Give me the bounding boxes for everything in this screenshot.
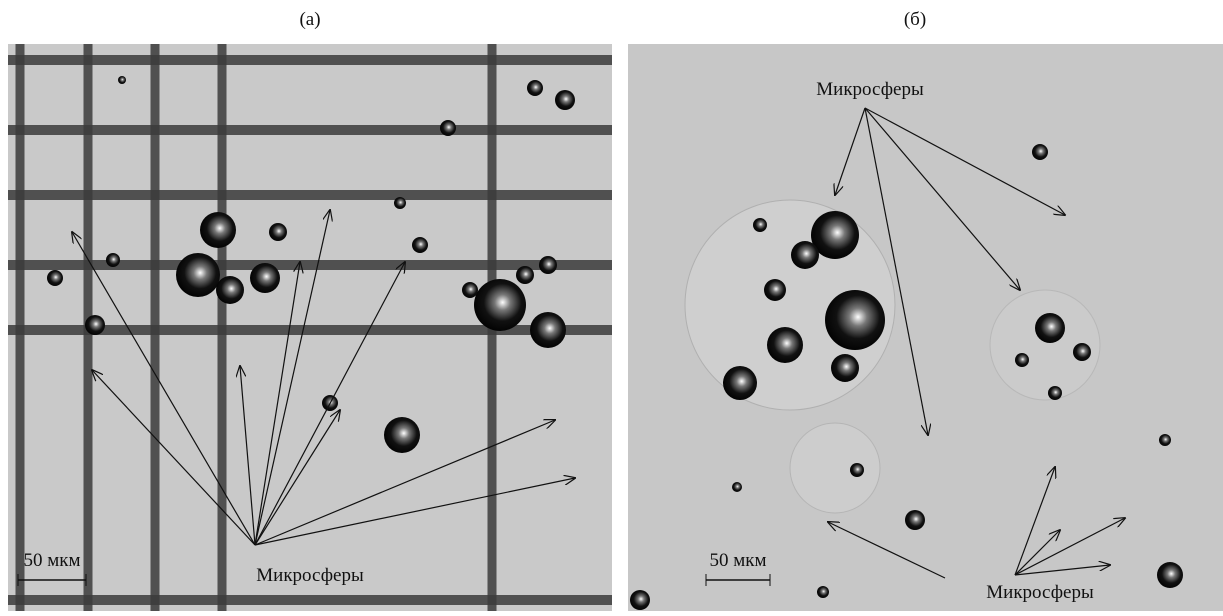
microsphere	[555, 90, 575, 110]
microsphere	[530, 312, 566, 348]
microsphere	[412, 237, 428, 253]
microsphere	[269, 223, 287, 241]
scale-bar-label: 50 мкм	[709, 550, 766, 571]
microsphere	[384, 417, 420, 453]
microsphere	[1032, 144, 1048, 160]
panel-label: (б)	[904, 9, 926, 30]
annotation: Микросферы	[986, 582, 1094, 603]
microsphere	[47, 270, 63, 286]
microsphere	[250, 263, 280, 293]
microsphere	[1159, 434, 1171, 446]
microsphere	[850, 463, 864, 477]
microsphere	[539, 256, 557, 274]
microsphere	[732, 482, 742, 492]
microsphere	[216, 276, 244, 304]
microsphere	[767, 327, 803, 363]
microsphere	[85, 315, 105, 335]
microsphere	[764, 279, 786, 301]
microsphere	[1035, 313, 1065, 343]
microsphere	[440, 120, 456, 136]
microsphere	[1048, 386, 1062, 400]
microsphere	[1073, 343, 1091, 361]
microsphere	[200, 212, 236, 248]
microsphere	[106, 253, 120, 267]
microsphere	[474, 279, 526, 331]
microsphere	[905, 510, 925, 530]
panel-label: (а)	[299, 9, 320, 30]
annotation: Микросферы	[816, 79, 924, 100]
page: (а) 50 мкм Микросферы (б)	[0, 0, 1223, 611]
panel-a: (а) 50 мкм Микросферы	[8, 9, 612, 611]
microsphere	[831, 354, 859, 382]
microsphere	[630, 590, 650, 610]
scale-bar-label: 50 мкм	[23, 550, 80, 571]
microsphere	[176, 253, 220, 297]
microsphere	[118, 76, 126, 84]
microsphere	[753, 218, 767, 232]
microsphere	[516, 266, 534, 284]
microsphere	[817, 586, 829, 598]
microsphere	[825, 290, 885, 350]
annotation: Микросферы	[256, 565, 364, 586]
microsphere	[462, 282, 478, 298]
microsphere	[791, 241, 819, 269]
microsphere	[723, 366, 757, 400]
microsphere	[527, 80, 543, 96]
microsphere	[1015, 353, 1029, 367]
microsphere	[1157, 562, 1183, 588]
panel-b: (б) 50 мкм Микросферы Микросферы	[628, 9, 1223, 611]
microsphere	[394, 197, 406, 209]
